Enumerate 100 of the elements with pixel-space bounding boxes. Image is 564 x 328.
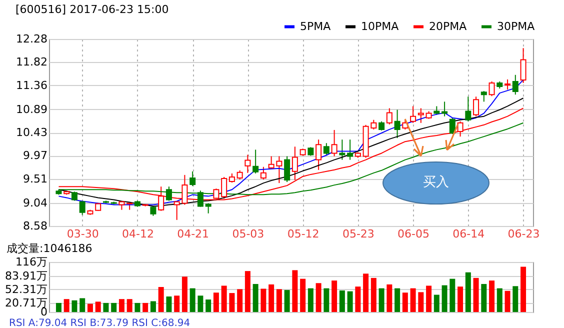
bar: [512, 286, 518, 312]
candlestick: [504, 78, 511, 90]
candlestick: [488, 80, 495, 97]
x-tick-label: 04-21: [177, 228, 210, 240]
bar: [308, 288, 314, 312]
candlestick: [386, 108, 392, 125]
bar: [292, 270, 298, 312]
bar: [80, 298, 86, 312]
candlestick: [331, 129, 338, 157]
bar: [426, 286, 432, 312]
candlestick: [150, 206, 156, 216]
bar: [206, 300, 212, 312]
candlestick: [190, 170, 196, 187]
bar: [213, 292, 219, 312]
x-tick-label: 05-03: [232, 228, 264, 240]
bar: [363, 274, 369, 312]
bar: [520, 266, 526, 312]
y-tick-label: 116万: [16, 256, 48, 268]
candlestick: [347, 139, 354, 160]
bar: [95, 302, 101, 312]
candlestick: [260, 166, 266, 180]
bar: [378, 288, 384, 312]
bar: [324, 288, 330, 312]
y-tick-label: 83.91万: [5, 269, 48, 282]
y-tick-label: 10.43: [16, 126, 48, 139]
bar: [347, 291, 353, 312]
y-tick-label: 9.97: [23, 149, 48, 162]
bar: [332, 280, 338, 312]
legend-label: 30PMA: [497, 20, 536, 33]
bar: [64, 299, 70, 312]
x-tick-label: 06-05: [398, 228, 430, 240]
bar: [496, 288, 502, 312]
candlestick: [442, 101, 448, 117]
bar: [87, 304, 93, 312]
bar: [221, 286, 227, 312]
y-tick-label: 52.31万: [5, 282, 48, 296]
bar: [434, 294, 440, 312]
candlestick: [323, 142, 330, 156]
bar: [56, 302, 62, 312]
bar: [473, 278, 479, 312]
chart-title: [600516] 2017-06-23 15:00: [16, 3, 169, 16]
bar: [442, 285, 448, 312]
bar: [174, 296, 180, 312]
y-tick-label: 11.82: [16, 56, 48, 69]
candlestick: [520, 48, 526, 84]
x-tick-label: 04-12: [122, 228, 154, 240]
bar: [229, 293, 235, 312]
bar: [268, 284, 274, 312]
y-tick-label: 9.04: [23, 196, 48, 210]
x-tick-label: 05-12: [287, 228, 320, 240]
bar: [72, 300, 78, 312]
bar: [355, 286, 361, 312]
candlestick: [79, 200, 86, 216]
bar: [402, 292, 408, 312]
text: RSI A:79.04 RSI B:73.79 RSI C:68.94: [9, 318, 190, 328]
candlestick: [316, 139, 322, 170]
candlestick: [465, 96, 472, 122]
x-tick-label: 06-23: [508, 228, 540, 240]
candlestick: [512, 74, 518, 96]
bar: [182, 276, 188, 312]
bar: [489, 280, 495, 312]
bar: [394, 288, 400, 312]
bar: [450, 278, 456, 312]
candlestick: [252, 149, 259, 174]
candlestick: [449, 117, 456, 135]
y-tick-label: 10.89: [16, 102, 48, 116]
bar: [198, 296, 204, 312]
bar: [339, 290, 345, 312]
candlestick: [205, 202, 212, 214]
bar: [166, 296, 172, 312]
candlestick: [418, 108, 424, 124]
candlestick: [236, 170, 243, 180]
bar: [504, 290, 510, 312]
bar: [418, 292, 424, 312]
x-tick-label: 06-14: [452, 228, 485, 240]
y-tick-label: 11.36: [16, 78, 48, 92]
bar: [237, 289, 243, 312]
bar: [316, 283, 322, 312]
bar: [126, 299, 132, 312]
bar: [370, 278, 376, 312]
bar: [158, 287, 164, 312]
bar: [190, 288, 196, 312]
bar: [410, 288, 416, 312]
candlestick: [339, 139, 346, 160]
candlestick: [228, 172, 235, 184]
y-tick-label: 9.51: [23, 172, 48, 186]
y-tick-label: 8.58: [23, 220, 48, 232]
bar: [150, 301, 156, 312]
candlestick: [410, 106, 416, 124]
candlestick: [284, 156, 290, 183]
bar: [142, 302, 148, 312]
legend-label: 10PMA: [361, 20, 400, 33]
bar: [118, 299, 124, 312]
bar: [111, 302, 117, 312]
candlestick: [292, 146, 298, 181]
bar: [458, 286, 464, 312]
bar: [300, 278, 306, 312]
bar: [481, 284, 487, 312]
x-tick-label: 03-30: [66, 228, 99, 240]
legend-label: 20PMA: [429, 20, 468, 33]
